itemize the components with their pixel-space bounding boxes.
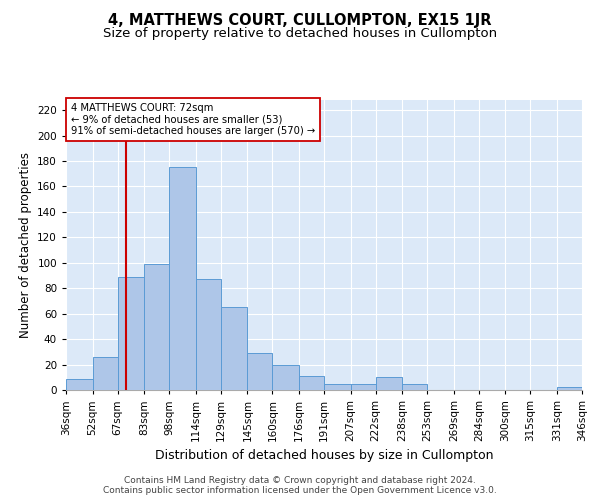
- Bar: [299, 376, 324, 390]
- Text: Contains HM Land Registry data © Crown copyright and database right 2024.: Contains HM Land Registry data © Crown c…: [124, 476, 476, 485]
- Y-axis label: Number of detached properties: Number of detached properties: [19, 152, 32, 338]
- Text: 4, MATTHEWS COURT, CULLOMPTON, EX15 1JR: 4, MATTHEWS COURT, CULLOMPTON, EX15 1JR: [108, 12, 492, 28]
- Text: Contains public sector information licensed under the Open Government Licence v3: Contains public sector information licen…: [103, 486, 497, 495]
- Bar: [402, 384, 427, 390]
- Bar: [221, 308, 247, 390]
- Bar: [144, 264, 169, 390]
- Bar: [272, 364, 299, 390]
- Text: Size of property relative to detached houses in Cullompton: Size of property relative to detached ho…: [103, 28, 497, 40]
- X-axis label: Distribution of detached houses by size in Cullompton: Distribution of detached houses by size …: [155, 450, 493, 462]
- Bar: [557, 388, 582, 390]
- Bar: [196, 280, 221, 390]
- Bar: [324, 384, 350, 390]
- Bar: [376, 378, 402, 390]
- Bar: [118, 277, 144, 390]
- Text: 4 MATTHEWS COURT: 72sqm
← 9% of detached houses are smaller (53)
91% of semi-det: 4 MATTHEWS COURT: 72sqm ← 9% of detached…: [71, 103, 316, 136]
- Bar: [350, 384, 376, 390]
- Bar: [169, 168, 196, 390]
- Bar: [66, 378, 92, 390]
- Bar: [92, 357, 118, 390]
- Bar: [247, 353, 272, 390]
